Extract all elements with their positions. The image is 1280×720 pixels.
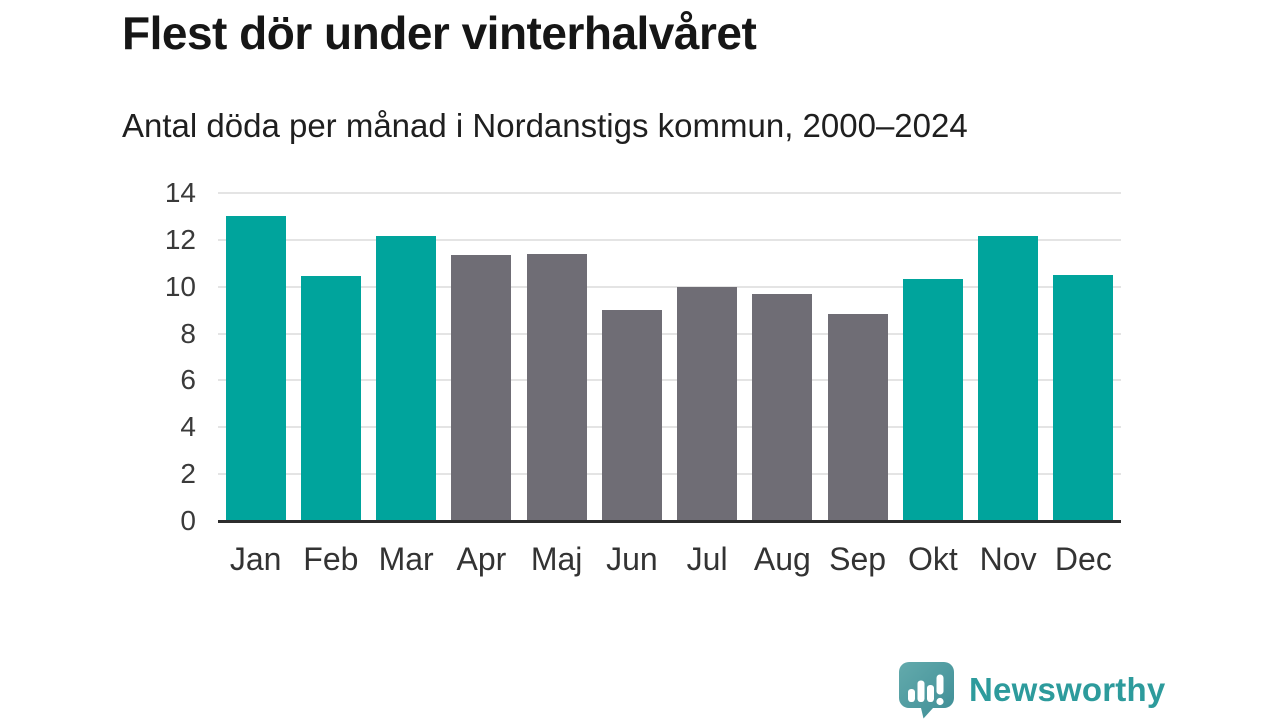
gridline-10 (218, 285, 1121, 288)
gridline-6 (218, 379, 1121, 382)
gridline-14 (218, 192, 1121, 194)
bar-mar (376, 236, 437, 521)
x-tick-label-aug: Aug (753, 541, 811, 577)
gridline-2 (218, 473, 1121, 476)
y-tick-label-12: 12 (164, 223, 196, 255)
x-tick-label-sep: Sep (829, 541, 887, 577)
x-tick-label-jan: Jan (229, 541, 282, 577)
y-tick-label-6: 6 (180, 364, 196, 396)
branding: Newsworthy (897, 660, 1165, 719)
bar-aug (752, 293, 813, 521)
y-tick-label-10: 10 (164, 270, 196, 302)
gridline-4 (218, 426, 1121, 429)
bar-nov (978, 236, 1039, 521)
bar-okt (902, 278, 963, 521)
chart-subtitle: Antal döda per månad i Nordanstigs kommu… (122, 107, 968, 144)
bar-dec (1053, 275, 1114, 521)
x-tick-label-apr: Apr (456, 541, 507, 577)
y-tick-label-14: 14 (164, 177, 196, 208)
y-tick-label-0: 0 (180, 505, 196, 536)
gridline-8 (218, 332, 1121, 335)
bar-sep (827, 313, 888, 521)
newsworthy-logo-icon (897, 660, 956, 719)
y-tick-label-4: 4 (180, 411, 196, 443)
x-tick-label-okt: Okt (907, 541, 958, 577)
bar-jul (677, 286, 738, 521)
y-tick-label-8: 8 (180, 317, 196, 349)
x-tick-label-dec: Dec (1054, 541, 1112, 577)
gridline-12 (218, 238, 1121, 241)
x-tick-label-nov: Nov (979, 541, 1037, 577)
x-tick-label-feb: Feb (303, 541, 359, 577)
bar-maj (526, 253, 587, 521)
x-tick-label-jun: Jun (606, 541, 658, 577)
x-tick-label-jul: Jul (686, 541, 728, 577)
newsworthy-logo-text: Newsworthy (969, 670, 1166, 708)
bar-jun (601, 310, 662, 521)
y-tick-label-2: 2 (180, 458, 196, 490)
plot-area: 0 2 4 6 8 10 12 14 Jan Feb Mar Apr Maj Jun Jul Aug Sep Ok… (165, 177, 1121, 577)
x-axis-line (218, 520, 1121, 523)
bar-jan (225, 216, 286, 521)
bar-apr (451, 255, 512, 521)
x-tick-label-mar: Mar (378, 541, 434, 577)
x-tick-label-maj: Maj (530, 541, 583, 577)
chart-title: Flest dör under vinterhalvåret (122, 7, 757, 59)
bar-feb (300, 276, 361, 521)
